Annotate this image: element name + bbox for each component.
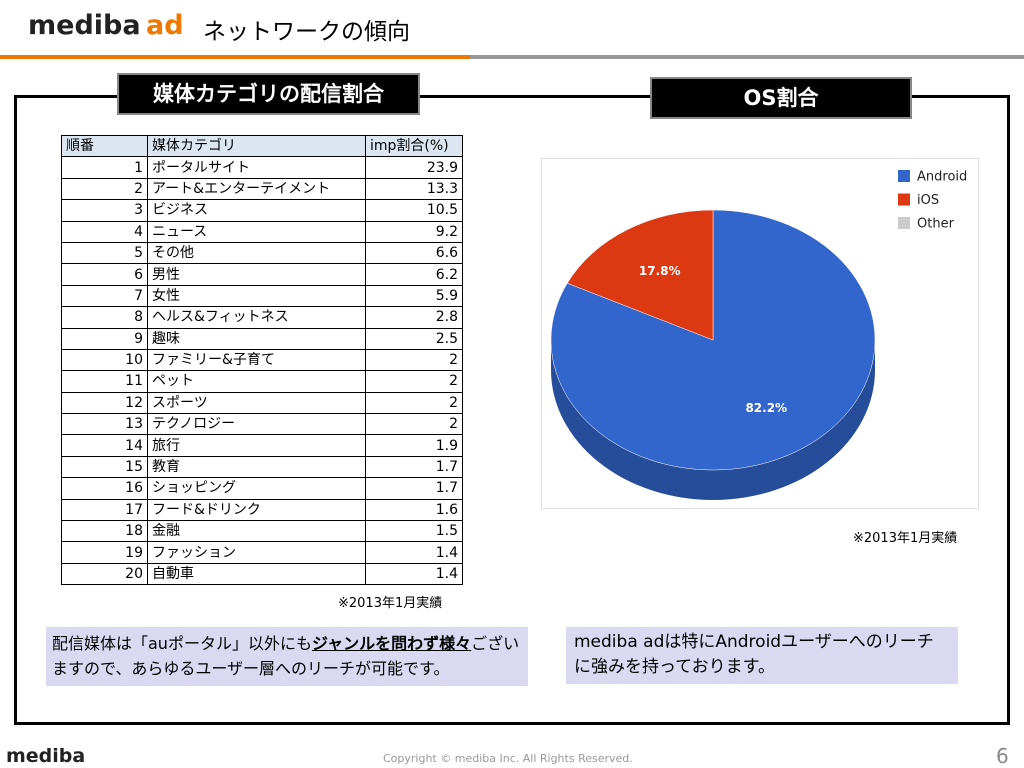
data-label: 82.2% xyxy=(745,401,787,415)
table-row: 2 アート&エンターテイメント 13.3 xyxy=(61,177,463,201)
logo: mediba xyxy=(28,10,141,41)
legend-swatch xyxy=(898,193,910,206)
header-line xyxy=(0,55,1024,59)
table-cell: ポータルサイト xyxy=(147,156,366,179)
table-cell: 1.6 xyxy=(365,498,463,522)
table-cell: 6.2 xyxy=(365,263,463,286)
comment-text: 配信媒体は「auポータル」以外にも xyxy=(52,634,312,653)
table-row: 17 フード&ドリンク 1.6 xyxy=(61,498,463,522)
note: ※2013年1月実績 xyxy=(338,596,443,611)
header-cell: 媒体カテゴリ xyxy=(147,134,366,158)
table-row: 10 ファミリー&子育て 2 xyxy=(61,348,463,372)
table-row: 16 ショッピング 1.7 xyxy=(61,477,463,500)
table-cell: 1.9 xyxy=(365,434,463,457)
content-frame xyxy=(14,95,1010,725)
table-row: 18 金融 1.5 xyxy=(61,520,463,543)
table-cell: 18 xyxy=(61,520,148,543)
table-cell: 20 xyxy=(61,562,148,586)
pie-slice xyxy=(566,209,714,341)
table-cell: 1.4 xyxy=(365,541,463,564)
comment-text: ございますので、あらゆるユーザー層へのリーチが可能です。 xyxy=(52,634,520,678)
table-row: 12 スポーツ 2 xyxy=(61,391,463,415)
copyright: Copyright © mediba Inc. All Rights Reser… xyxy=(383,752,633,765)
table-row: 5 その他 6.6 xyxy=(61,241,463,265)
table-row: 7 女性 5.9 xyxy=(61,284,463,308)
table-row: 3 ビジネス 10.5 xyxy=(61,199,463,222)
page-number: 6 xyxy=(996,744,1009,768)
header-cell: 順番 xyxy=(61,134,148,158)
table-cell: ファミリー&子育て xyxy=(147,348,366,372)
legend-label: Android xyxy=(917,170,967,185)
table-cell: 15 xyxy=(61,455,148,479)
table-row: 6 男性 6.2 xyxy=(61,263,463,286)
legend-label: Other xyxy=(917,217,955,232)
table-cell: ペット xyxy=(147,370,366,393)
logo-ad: ad xyxy=(146,10,184,41)
header-accent xyxy=(0,55,470,59)
table-header: 順番 媒体カテゴリ imp割合(%) xyxy=(61,134,463,158)
table-cell: アート&エンターテイメント xyxy=(147,177,366,201)
table-row: 19 ファッション 1.4 xyxy=(61,541,463,564)
table-cell: 自動車 xyxy=(147,562,366,586)
pie-side xyxy=(551,340,875,500)
table-cell: 14 xyxy=(61,434,148,457)
table-cell: 1.7 xyxy=(365,477,463,500)
comment-box: 配信媒体は「auポータル」以外にもジャンルを問わず様々ございますので、あらゆるユ… xyxy=(46,627,528,686)
table-cell: 2.5 xyxy=(365,327,463,350)
table-cell: 1.7 xyxy=(365,455,463,479)
table-row: 1 ポータルサイト 23.9 xyxy=(61,156,463,179)
panel-label: OS割合 xyxy=(650,77,912,119)
table-row: 9 趣味 2.5 xyxy=(61,327,463,350)
note: ※2013年1月実績 xyxy=(853,531,958,546)
table-row: 15 教育 1.7 xyxy=(61,455,463,479)
table-row: 11 ペット 2 xyxy=(61,370,463,393)
table-cell: 16 xyxy=(61,477,148,500)
header-title: ネットワークの傾向 xyxy=(203,19,410,45)
legend-label: iOS xyxy=(917,193,939,208)
table-cell: ファッション xyxy=(147,541,366,564)
comment-emphasis: ジャンルを問わず様々 xyxy=(311,634,472,653)
legend-swatch xyxy=(898,170,910,182)
table-cell: 10 xyxy=(61,348,148,372)
table-cell: ビジネス xyxy=(147,199,366,222)
table-cell: フード&ドリンク xyxy=(147,498,366,522)
data-label: 17.8% xyxy=(639,264,681,278)
table-row: 20 自動車 1.4 xyxy=(61,562,463,586)
panel-label: 媒体カテゴリの配信割合 xyxy=(117,73,420,115)
table-cell: 9.2 xyxy=(365,220,463,243)
table-cell: その他 xyxy=(147,241,366,265)
table-cell: 1.4 xyxy=(365,562,463,586)
comment-box: mediba adは特にAndroidユーザーへのリーチに強みを持っております。 xyxy=(566,627,958,684)
category-table: 順番 媒体カテゴリ imp割合(%) 1 ポータルサイト 23.9 2 アート&エンターテイメ… xyxy=(61,134,463,586)
table-cell: 10.5 xyxy=(365,199,463,222)
footer-logo: mediba xyxy=(6,745,86,767)
table-cell: 趣味 xyxy=(147,327,366,350)
legend-swatch xyxy=(898,217,910,229)
